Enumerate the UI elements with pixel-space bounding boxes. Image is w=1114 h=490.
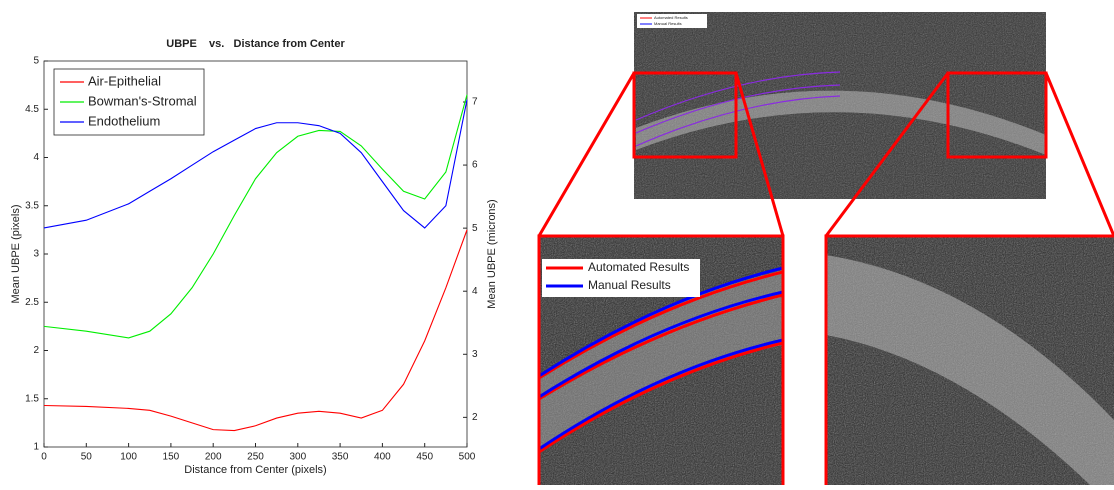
cornea xyxy=(636,90,1046,155)
y-tick-label: 4 xyxy=(33,152,39,163)
y-tick-label: 1 xyxy=(33,442,39,453)
y2-axis-label: Mean UBPE (microns) xyxy=(486,199,498,308)
y-tick-label: 3 xyxy=(33,249,39,260)
x-tick-label: 300 xyxy=(289,452,306,463)
x-tick-label: 150 xyxy=(163,452,180,463)
zoom-connectors xyxy=(537,72,1114,237)
y2-tick-label: 6 xyxy=(472,160,478,171)
x-tick-label: 50 xyxy=(81,452,93,463)
zoom-box xyxy=(632,71,738,159)
y2-tick-label: 4 xyxy=(472,286,478,297)
y2-tick-label: 3 xyxy=(472,349,478,360)
legend-label: Bowman's-Stromal xyxy=(88,93,197,108)
boundary xyxy=(635,84,841,134)
y-tick-label: 5 xyxy=(33,56,39,67)
x-axis-label: Distance from Center (pixels) xyxy=(184,464,326,476)
y-tick-label: 4.5 xyxy=(25,104,39,115)
x-tick-label: 100 xyxy=(120,452,137,463)
y2-tick-label: 2 xyxy=(472,412,478,423)
x-tick-label: 250 xyxy=(247,452,264,463)
y-tick-label: 2.5 xyxy=(25,297,39,308)
chart-title: UBPE vs. Distance from Center xyxy=(166,38,345,50)
series-line xyxy=(43,229,468,432)
x-tick-label: 500 xyxy=(459,452,476,463)
y2-tick-label: 7 xyxy=(472,97,478,108)
zoom-left: Automated Results Manual Results xyxy=(539,236,783,485)
series-line xyxy=(43,99,468,229)
y-tick-label: 1.5 xyxy=(25,393,39,404)
zoom-box xyxy=(946,71,1048,159)
zoom-right xyxy=(826,236,1114,485)
legend-label: Endothelium xyxy=(88,113,160,128)
x-tick-label: 0 xyxy=(41,452,47,463)
oct-legend-label: Automated Results xyxy=(654,15,688,20)
series-line xyxy=(43,94,468,339)
y-tick-label: 2 xyxy=(33,345,39,356)
y2-tick-label: 5 xyxy=(472,223,478,234)
boundary xyxy=(635,95,841,147)
oct-legend-label: Manual Results xyxy=(654,21,682,26)
x-tick-label: 400 xyxy=(374,452,391,463)
legend-label: Air-Epithelial xyxy=(88,73,161,88)
zoom-legend-label: Automated Results xyxy=(588,260,689,274)
oct-image: Automated Results Manual Results xyxy=(537,12,1114,237)
y-tick-label: 3.5 xyxy=(25,200,39,211)
oct-legend-box xyxy=(637,14,707,28)
y-axis-label: Mean UBPE (pixels) xyxy=(10,204,22,303)
zoom-legend-label: Manual Results xyxy=(588,278,671,292)
x-tick-label: 350 xyxy=(332,452,349,463)
x-tick-label: 450 xyxy=(416,452,433,463)
x-tick-label: 200 xyxy=(205,452,222,463)
